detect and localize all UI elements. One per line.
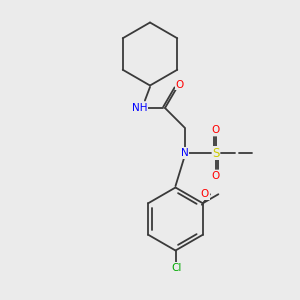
Text: N: N — [181, 148, 188, 158]
Text: O: O — [212, 125, 220, 135]
Text: S: S — [212, 146, 220, 160]
Text: O: O — [212, 171, 220, 181]
Text: O: O — [201, 189, 209, 199]
Text: NH: NH — [132, 103, 147, 113]
Text: O: O — [176, 80, 184, 90]
Text: Cl: Cl — [172, 262, 182, 273]
